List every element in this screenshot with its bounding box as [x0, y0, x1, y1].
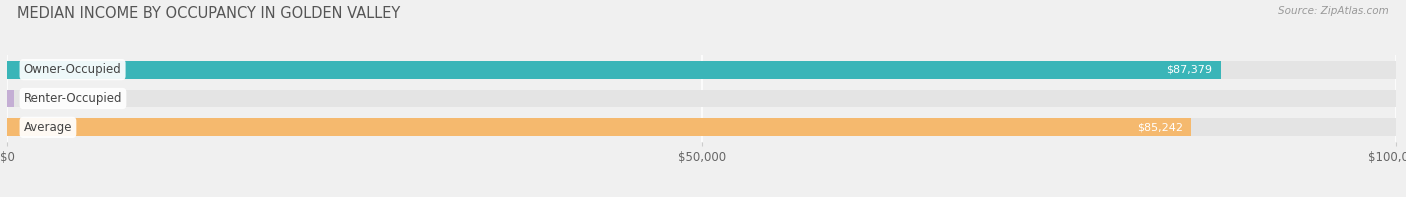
- Text: $0: $0: [25, 94, 39, 103]
- Bar: [7, 118, 1396, 136]
- Text: Renter-Occupied: Renter-Occupied: [24, 92, 122, 105]
- Text: Source: ZipAtlas.com: Source: ZipAtlas.com: [1278, 6, 1389, 16]
- Text: $85,242: $85,242: [1137, 122, 1182, 132]
- Bar: [7, 90, 14, 107]
- Text: Owner-Occupied: Owner-Occupied: [24, 63, 121, 76]
- Bar: [7, 61, 1220, 79]
- Bar: [7, 61, 1396, 79]
- Bar: [7, 118, 1191, 136]
- Text: MEDIAN INCOME BY OCCUPANCY IN GOLDEN VALLEY: MEDIAN INCOME BY OCCUPANCY IN GOLDEN VAL…: [17, 6, 401, 21]
- Text: $87,379: $87,379: [1167, 65, 1212, 75]
- Bar: [7, 90, 1396, 107]
- Text: Average: Average: [24, 121, 72, 134]
